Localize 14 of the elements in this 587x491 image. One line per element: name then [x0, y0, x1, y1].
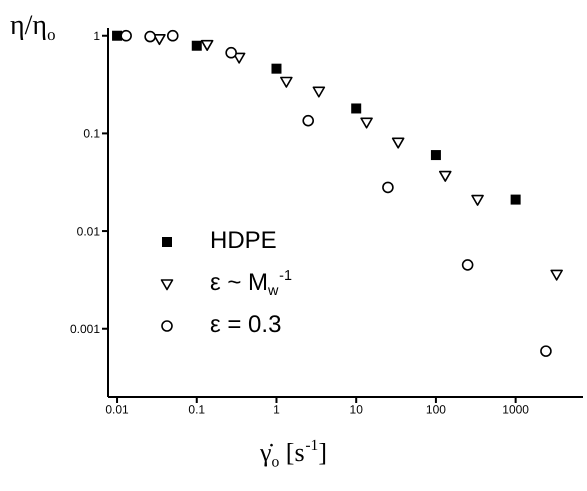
- legend-label: ε = 0.3: [210, 311, 282, 338]
- y-tick-label: 0.001: [70, 322, 100, 336]
- x-tick-label: 1: [273, 402, 280, 417]
- x-tick-label: 1000: [502, 402, 530, 417]
- legend-label: HDPE: [210, 227, 277, 254]
- y-tick-label: 0.01: [76, 224, 100, 238]
- x-axis-title: γ̇$_{o}$ [s$^{-1}$]: [260, 437, 327, 470]
- y-tick-label: 0.1: [83, 126, 100, 141]
- x-tick-label: 100: [426, 402, 446, 417]
- x-tick-label: 10: [350, 402, 364, 417]
- y-axis-title: η/η$_{o}$: [10, 10, 56, 44]
- x-tick-label: 0.1: [188, 402, 206, 417]
- x-tick-label: 0.01: [105, 402, 130, 417]
- y-tick-label: 1: [93, 28, 100, 43]
